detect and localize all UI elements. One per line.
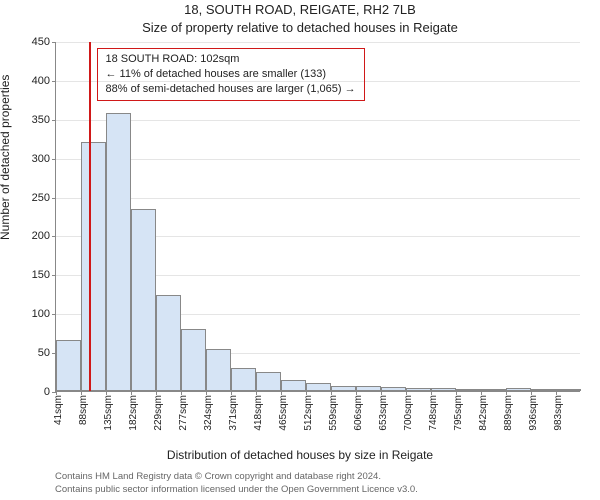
histogram-bar [331, 386, 356, 391]
xtick-label: 653sqm [378, 395, 389, 431]
histogram-bar [156, 295, 181, 391]
histogram-bar [281, 380, 306, 391]
histogram-bar [531, 389, 556, 391]
y-axis-label: Number of detached properties [0, 75, 12, 240]
ytick-label: 50 [38, 347, 56, 359]
xtick-label: 465sqm [278, 395, 289, 431]
histogram-bar [181, 329, 206, 391]
annotation-line-2: ← 11% of detached houses are smaller (13… [106, 67, 356, 82]
ytick-label: 200 [32, 230, 56, 242]
histogram-bar [256, 372, 281, 391]
histogram-bar [556, 389, 581, 391]
x-axis-label: Distribution of detached houses by size … [0, 448, 600, 462]
xtick-label: 842sqm [478, 395, 489, 431]
title-sub: Size of property relative to detached ho… [0, 20, 600, 35]
histogram-bar [306, 383, 331, 391]
xtick-label: 936sqm [528, 395, 539, 431]
marker-line [89, 42, 91, 391]
ytick-label: 450 [32, 36, 56, 48]
histogram-bar [206, 349, 231, 391]
histogram-bar [56, 340, 81, 391]
histogram-bar [481, 389, 506, 391]
histogram-bar [106, 113, 131, 391]
footer: Contains HM Land Registry data © Crown c… [55, 471, 418, 496]
ytick-label: 350 [32, 114, 56, 126]
ytick-label: 150 [32, 269, 56, 281]
annotation-box: 18 SOUTH ROAD: 102sqm← 11% of detached h… [97, 48, 365, 101]
xtick-label: 371sqm [228, 395, 239, 431]
xtick-label: 700sqm [403, 395, 414, 431]
xtick-label: 559sqm [328, 395, 339, 431]
title-main: 18, SOUTH ROAD, REIGATE, RH2 7LB [0, 2, 600, 17]
histogram-bar [406, 388, 431, 391]
xtick-label: 182sqm [128, 395, 139, 431]
xtick-label: 135sqm [103, 395, 114, 431]
annotation-line-1: 18 SOUTH ROAD: 102sqm [106, 52, 356, 67]
histogram-bar [506, 388, 531, 391]
gridline [56, 159, 580, 160]
histogram-bar [356, 386, 381, 391]
histogram-bar [81, 142, 106, 391]
xtick-label: 88sqm [78, 395, 89, 425]
xtick-label: 795sqm [453, 395, 464, 431]
footer-line-2: Contains public sector information licen… [55, 484, 418, 496]
xtick-label: 324sqm [203, 395, 214, 431]
ytick-label: 100 [32, 308, 56, 320]
annotation-line-3: 88% of semi-detached houses are larger (… [106, 82, 356, 97]
ytick-label: 400 [32, 75, 56, 87]
footer-line-1: Contains HM Land Registry data © Crown c… [55, 471, 418, 483]
xtick-label: 889sqm [503, 395, 514, 431]
histogram-bar [431, 388, 456, 391]
ytick-label: 250 [32, 192, 56, 204]
xtick-label: 277sqm [178, 395, 189, 431]
xtick-label: 229sqm [153, 395, 164, 431]
ytick-label: 300 [32, 153, 56, 165]
xtick-label: 606sqm [353, 395, 364, 431]
xtick-label: 418sqm [253, 395, 264, 431]
histogram-bar [231, 368, 256, 391]
gridline [56, 42, 580, 43]
xtick-label: 41sqm [53, 395, 64, 425]
histogram-bar [131, 209, 156, 391]
histogram-bar [381, 387, 406, 391]
gridline [56, 120, 580, 121]
xtick-label: 748sqm [428, 395, 439, 431]
gridline [56, 198, 580, 199]
plot-area: 05010015020025030035040045041sqm88sqm135… [55, 42, 580, 392]
histogram-bar [456, 389, 481, 391]
xtick-label: 512sqm [303, 395, 314, 431]
xtick-label: 983sqm [553, 395, 564, 431]
chart-container: 18, SOUTH ROAD, REIGATE, RH2 7LB Size of… [0, 0, 600, 500]
